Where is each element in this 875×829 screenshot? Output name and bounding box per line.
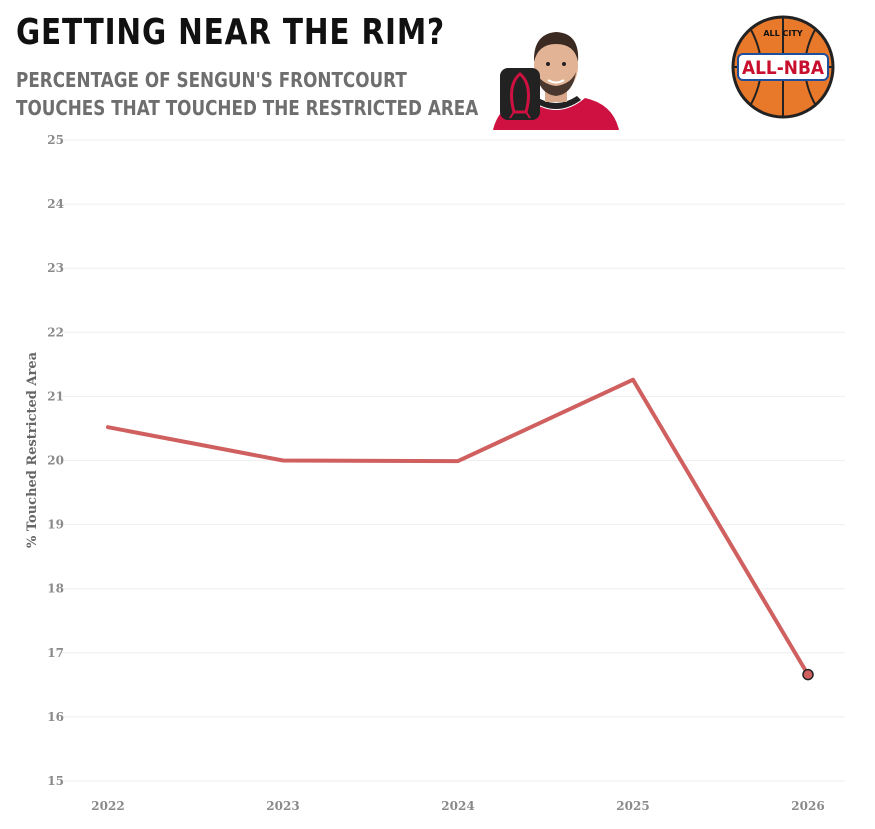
eye-left xyxy=(546,62,550,66)
y-tick-label: 15 xyxy=(47,774,64,788)
x-axis-ticks: 2022 2023 2024 2025 2026 xyxy=(91,799,824,813)
subtitle-line-2: TOUCHES THAT TOUCHED THE RESTRICTED AREA xyxy=(16,96,479,120)
y-tick-label: 19 xyxy=(47,518,64,532)
y-tick-label: 16 xyxy=(47,710,64,724)
y-tick-label: 24 xyxy=(47,197,64,211)
subtitle-line-1: PERCENTAGE OF SENGUN'S FRONTCOURT xyxy=(16,68,407,92)
smile xyxy=(547,79,565,84)
hair xyxy=(533,32,579,62)
y-axis-label: % Touched Restricted Area xyxy=(25,351,40,548)
series-line xyxy=(106,377,810,677)
chart-title: GETTING NEAR THE RIM? xyxy=(16,12,445,53)
head xyxy=(534,39,578,93)
beard xyxy=(536,72,576,96)
all-nba-logo: ALL CITY ALL-NBA xyxy=(731,15,835,119)
x-tick-label: 2022 xyxy=(91,799,124,813)
y-tick-label: 22 xyxy=(47,325,64,339)
y-tick-label: 21 xyxy=(47,389,64,403)
x-tick-label: 2026 xyxy=(791,799,824,813)
y-tick-label: 23 xyxy=(47,261,64,275)
last-data-point xyxy=(802,668,814,681)
team-logo-icon xyxy=(500,68,540,120)
x-tick-label: 2025 xyxy=(616,799,649,813)
series-group xyxy=(106,377,814,681)
y-tick-label: 25 xyxy=(47,133,64,147)
x-tick-label: 2024 xyxy=(441,799,474,813)
y-axis-ticks: 25 24 23 22 21 20 19 18 17 16 15 xyxy=(47,133,64,788)
jersey-collar xyxy=(531,96,581,109)
logo-main-text: ALL-NBA xyxy=(742,57,824,79)
eye-right xyxy=(562,62,566,66)
y-tick-label: 17 xyxy=(47,646,64,660)
logo-top-text: ALL CITY xyxy=(763,29,802,38)
y-tick-label: 20 xyxy=(47,454,64,468)
y-tick-label: 18 xyxy=(47,582,64,596)
chart-subtitle: PERCENTAGE OF SENGUN'S FRONTCOURT TOUCHE… xyxy=(16,66,486,122)
x-tick-label: 2023 xyxy=(266,799,299,813)
